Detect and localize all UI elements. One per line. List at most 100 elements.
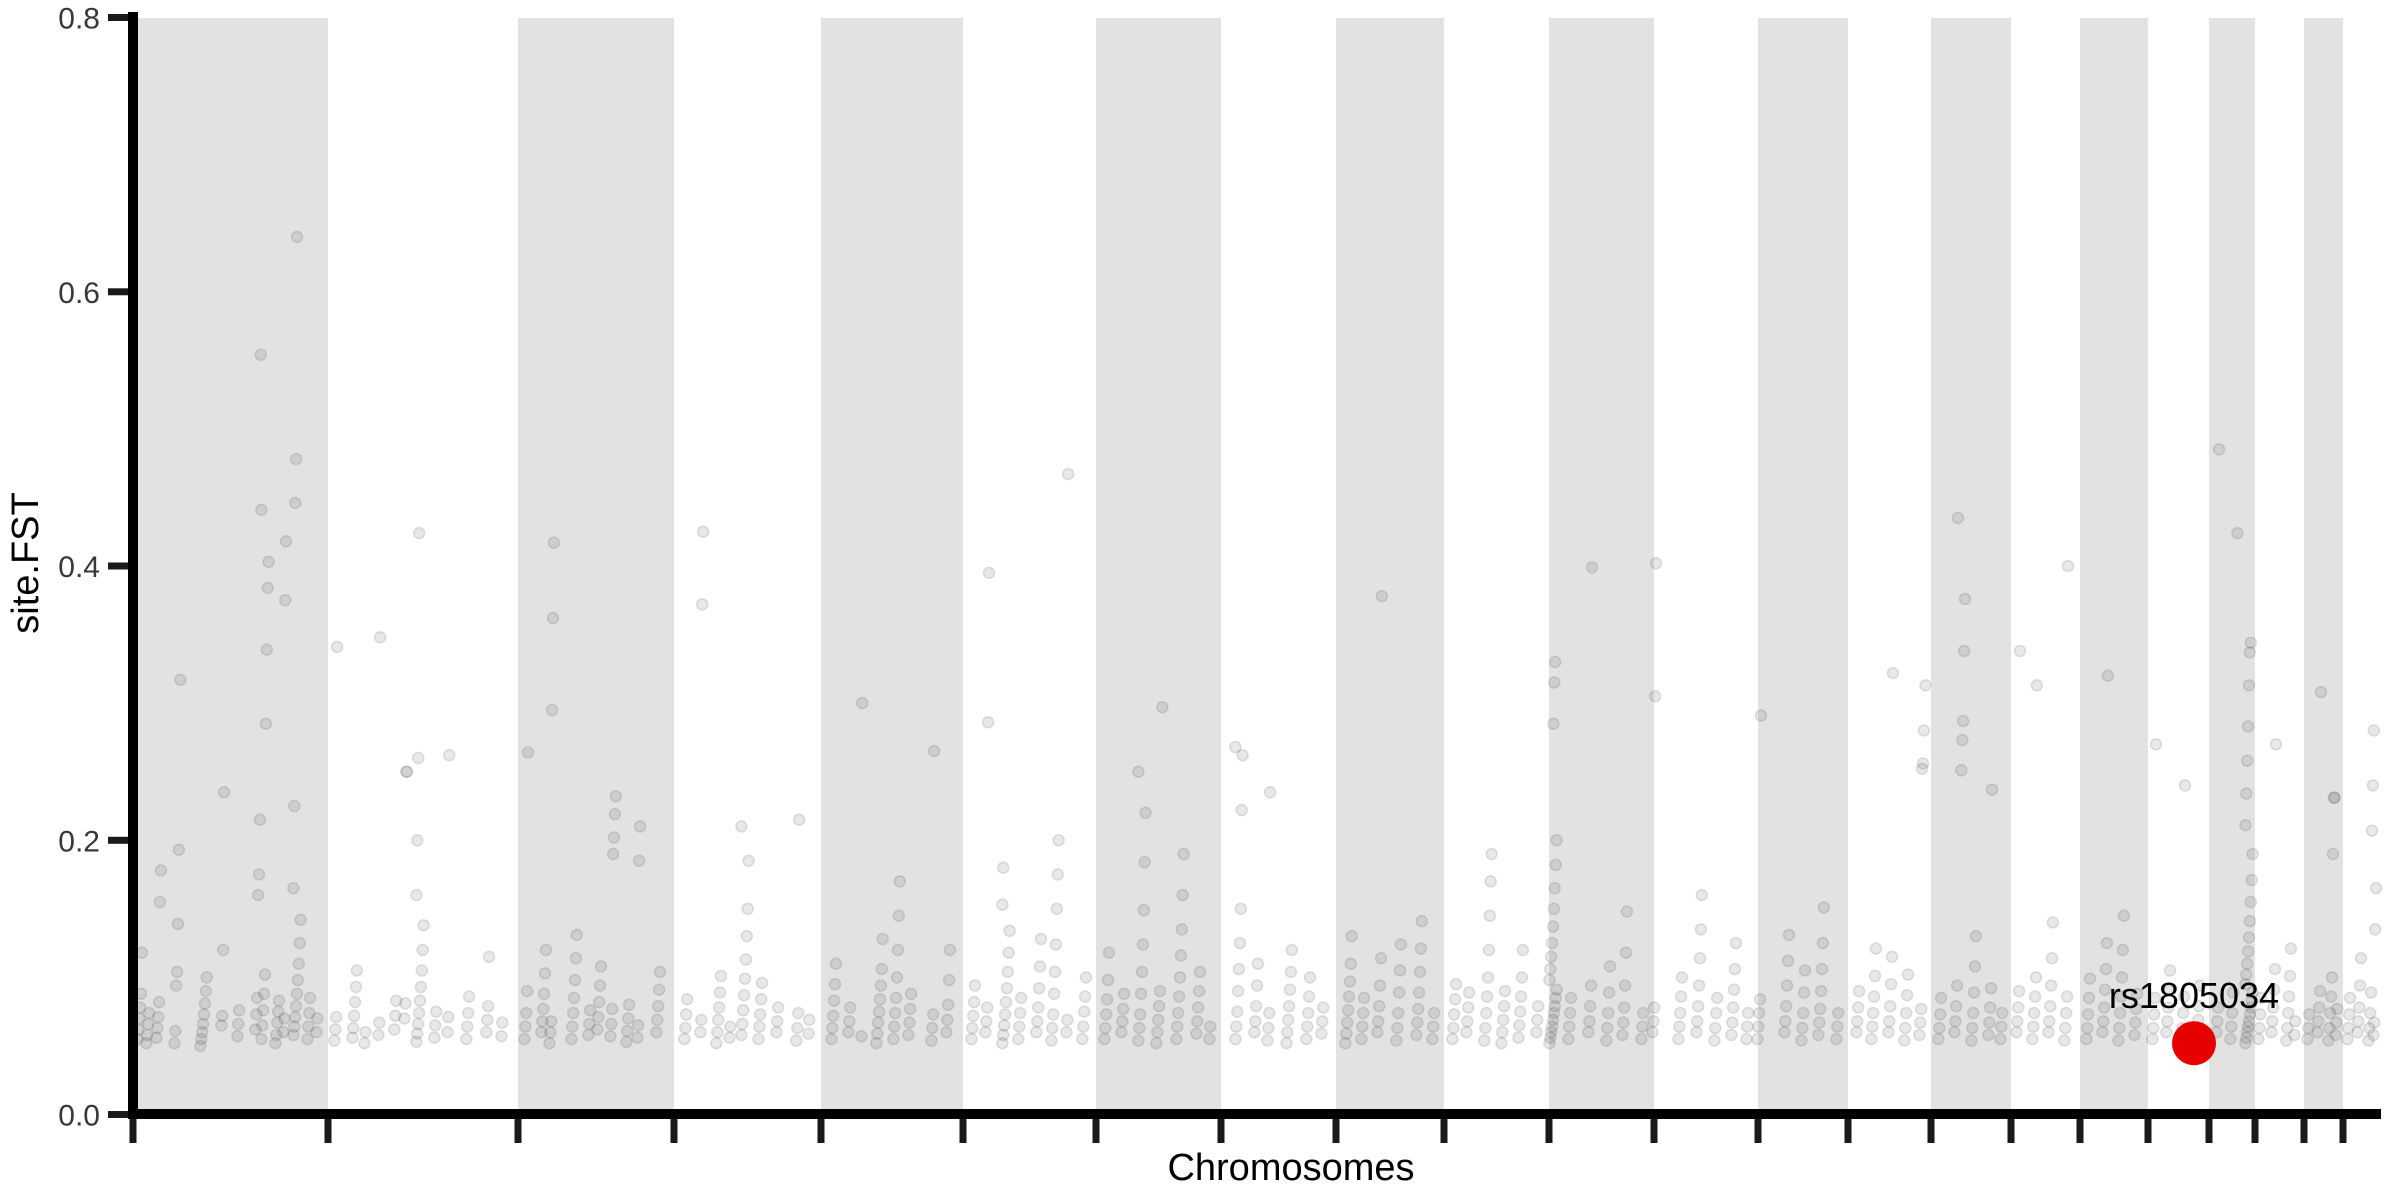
scatter-point [1375, 589, 1389, 603]
scatter-point [2061, 559, 2075, 573]
scatter-point [608, 807, 622, 821]
scatter-point [1098, 1032, 1111, 1046]
scatter-point [1515, 971, 1529, 984]
scatter-point [1102, 946, 1116, 960]
scatter-point [1965, 1034, 1978, 1047]
scatter-point [462, 990, 476, 1003]
scatter-point [2116, 943, 2130, 957]
scatter-point [1966, 1021, 1979, 1035]
x-tick-chr-10 [1440, 1119, 1448, 1143]
scatter-point [2097, 1001, 2111, 1014]
scatter-point [1851, 1014, 1864, 1028]
scatter-point [2243, 1008, 2257, 1021]
scatter-point [1957, 644, 1971, 658]
scatter-point [1550, 833, 1563, 847]
scatter-point [925, 1034, 938, 1047]
scatter-point [1392, 986, 1406, 999]
y-tick-label: 0.4 [58, 551, 100, 584]
scatter-point [631, 1019, 645, 1032]
scatter-point [2162, 984, 2176, 998]
scatter-point [1729, 936, 1743, 950]
scatter-point [1547, 902, 1561, 916]
scatter-point [904, 987, 918, 1001]
scatter-point [2059, 1006, 2073, 1020]
scatter-point [1727, 983, 1741, 997]
scatter-point [1512, 1031, 1525, 1044]
scatter-point [1817, 901, 1831, 914]
scatter-point [1798, 964, 1812, 977]
scatter-point [652, 983, 666, 997]
scatter-point [1602, 986, 1616, 999]
scatter-point [2363, 1021, 2376, 1035]
scatter-point [1133, 1021, 1146, 1035]
scatter-point [2147, 1021, 2160, 1035]
scatter-point [1343, 975, 1357, 988]
scatter-point [259, 717, 273, 731]
scatter-point [1690, 1025, 1703, 1039]
scatter-point [1046, 1008, 1060, 1021]
scatter-point [1914, 1002, 1928, 1016]
scatter-point [1251, 957, 1265, 971]
x-tick-chr-18 [2144, 1119, 2152, 1143]
scatter-point [1934, 991, 1948, 1005]
scatter-point [217, 785, 231, 799]
scatter-point [1545, 1020, 1559, 1033]
chromosome-band-21 [2304, 18, 2343, 1109]
scatter-point [1728, 962, 1742, 976]
scatter-point [2269, 737, 2283, 751]
scatter-point [606, 847, 620, 861]
scatter-point [373, 630, 387, 644]
scatter-point [199, 984, 213, 998]
scatter-point [925, 1021, 939, 1035]
scatter-point [518, 1020, 532, 1033]
scatter-point [752, 1032, 765, 1046]
scatter-point [2322, 1034, 2335, 1047]
scatter-point [2239, 977, 2252, 991]
scatter-point [1342, 990, 1356, 1003]
scatter-point [2240, 787, 2253, 800]
scatter-point [2253, 1008, 2267, 1021]
scatter-point [272, 994, 286, 1008]
scatter-point [607, 831, 621, 844]
y-tick-label: 0.6 [58, 277, 100, 310]
scatter-point [1564, 991, 1578, 1005]
scatter-point [792, 813, 806, 827]
scatter-point [1485, 847, 1498, 861]
scatter-point [620, 1024, 634, 1038]
scatter-point [1138, 855, 1151, 869]
scatter-point [1000, 981, 1014, 995]
scatter-point [1393, 964, 1407, 977]
scatter-point [261, 581, 275, 595]
scatter-point [1544, 950, 1558, 964]
scatter-point [2244, 895, 2258, 909]
scatter-point [2254, 991, 2268, 1005]
scatter-point [329, 1010, 343, 1024]
scatter-point [441, 1025, 454, 1039]
scatter-point [1460, 1025, 1473, 1039]
scatter-point [2353, 979, 2367, 992]
scatter-point [2329, 1028, 2342, 1042]
scatter-point [2026, 1032, 2039, 1046]
scatter-point [1151, 1025, 1164, 1039]
scatter-point [294, 913, 307, 927]
scatter-point [1394, 938, 1408, 951]
scatter-point [289, 999, 303, 1013]
scatter-point [1427, 1006, 1441, 1020]
scatter-point [771, 1001, 785, 1014]
scatter-point [1635, 1032, 1648, 1046]
scatter-point [2148, 991, 2162, 1005]
scatter-point [826, 1009, 840, 1023]
scatter-point [1391, 1006, 1405, 1020]
scatter-point [893, 875, 907, 888]
scatter-point [1550, 983, 1563, 997]
scatter-point [1191, 1014, 1204, 1028]
scatter-point [2365, 824, 2379, 838]
scatter-point [2099, 962, 2113, 976]
scatter-point [1446, 1032, 1459, 1046]
scatter-point [346, 1021, 360, 1035]
scatter-point [1815, 962, 1829, 976]
scatter-point [979, 1014, 993, 1028]
scatter-point [802, 1013, 816, 1027]
scatter-point [544, 1014, 558, 1028]
scatter-point [887, 1020, 901, 1033]
